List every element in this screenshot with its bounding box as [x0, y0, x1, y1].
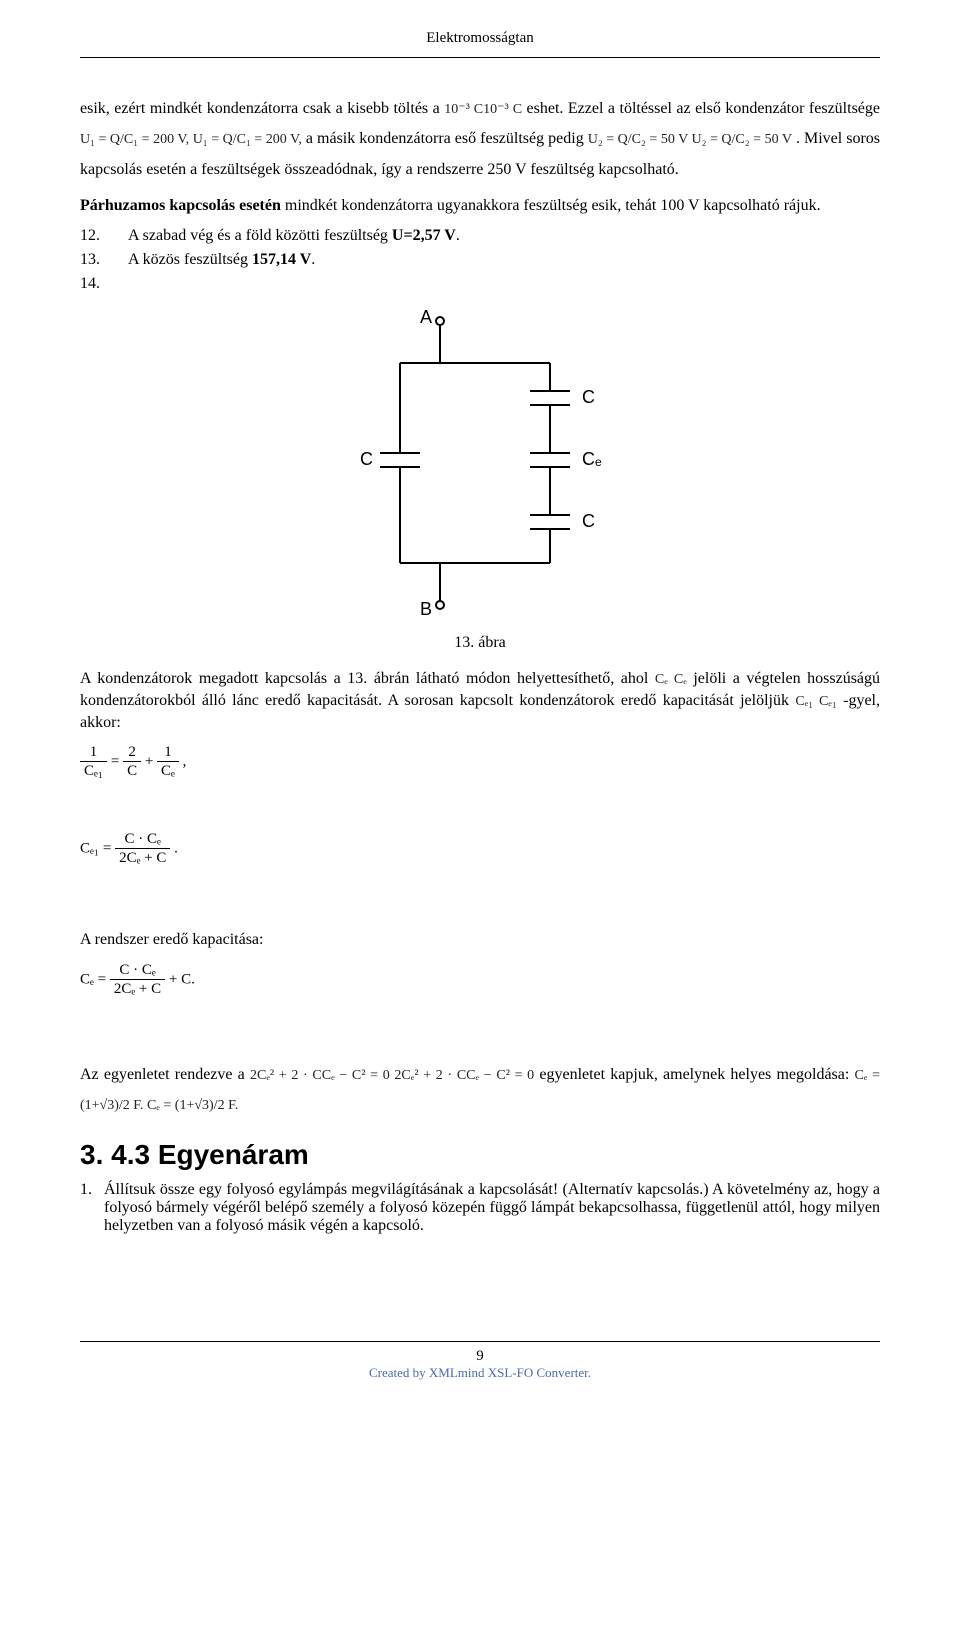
- para2-rest: mindkét kondenzátorra ugyanakkora feszül…: [281, 197, 821, 214]
- footer-rule: [80, 1341, 880, 1342]
- list-num-b1: 1.: [80, 1181, 104, 1235]
- label-Ctop: C: [582, 387, 595, 407]
- paragraph-3: A kondenzátorok megadott kapcsolás a 13.…: [80, 668, 880, 733]
- para5-formula1: 2Cₑ² + 2 · CCₑ − C² = 0 2Cₑ² + 2 · CCₑ −…: [250, 1068, 534, 1083]
- label-Cleft: C: [360, 449, 373, 469]
- list-body-14: [128, 275, 880, 293]
- item13-bold: 157,14 V: [252, 251, 311, 268]
- eq3-plus: + C.: [169, 971, 195, 987]
- para3-formula2: Cₑ₁ Cₑ₁: [795, 694, 836, 709]
- label-B: B: [420, 599, 432, 619]
- eq3-rhs-num: C · Cₑ: [110, 961, 165, 980]
- label-Cbot: C: [582, 511, 595, 531]
- item12-bold: U=2,57 V: [392, 227, 456, 244]
- eq3-lhs: Cₑ: [80, 971, 94, 987]
- eq1-t1-den: C: [123, 762, 141, 780]
- list-body-b1: Állítsuk össze egy folyosó egylámpás meg…: [104, 1181, 880, 1235]
- eq2-tail: .: [174, 841, 178, 857]
- figure-13: A B C C Cₑ C: [80, 303, 880, 628]
- eq2-rhs-den: 2Cₑ + C: [115, 849, 170, 867]
- list-body-13: A közös feszültség 157,14 V.: [128, 251, 880, 269]
- eq1-lhs-num: 1: [80, 743, 107, 762]
- paragraph-4: A rendszer eredő kapacitása:: [80, 929, 880, 951]
- para1-seg3: a másik kondenzátorra eső feszültség ped…: [306, 130, 588, 147]
- item12-text-a: A szabad vég és a föld közötti feszültsé…: [128, 227, 392, 244]
- header-rule: [80, 57, 880, 58]
- eq1-lhs-den: Cₑ₁: [80, 762, 107, 780]
- para5-seg2: egyenletet kapjuk, amelynek helyes megol…: [539, 1066, 854, 1083]
- item13-text-b: .: [311, 251, 315, 268]
- paragraph-1: esik, ezért mindkét kondenzátorra csak a…: [80, 94, 880, 185]
- para5-seg1: Az egyenletet rendezve a: [80, 1066, 250, 1083]
- eq2-rhs-num: C · Cₑ: [115, 830, 170, 849]
- item12-text-b: .: [456, 227, 460, 244]
- para3-seg1: A kondenzátorok megadott kapcsolás a 13.…: [80, 670, 655, 687]
- eq1-tail: ,: [183, 754, 187, 770]
- para2-lead: Párhuzamos kapcsolás esetén: [80, 197, 281, 214]
- eq1-t2-den: Cₑ: [157, 762, 179, 780]
- para1-formula2: U₁ = Q/C₁ = 200 V, U₁ = Q/C₁ = 200 V,: [80, 132, 302, 147]
- list-item-12: 12. A szabad vég és a föld közötti feszü…: [80, 227, 880, 245]
- equation-1: 1Cₑ₁ = 2C + 1Cₑ ,: [80, 743, 880, 780]
- footer-credit: Created by XMLmind XSL-FO Converter.: [80, 1365, 880, 1381]
- para1-formula3: U₂ = Q/C₂ = 50 V U₂ = Q/C₂ = 50 V: [588, 132, 792, 147]
- list-item-14: 14.: [80, 275, 880, 293]
- para1-formula1: 10⁻³ C10⁻³ C: [444, 102, 522, 117]
- list-body-12: A szabad vég és a föld közötti feszültsé…: [128, 227, 880, 245]
- para1-seg2: eshet. Ezzel a töltéssel az első kondenz…: [527, 100, 880, 117]
- page-header: Elektromosságtan: [80, 30, 880, 47]
- eq1-t1-num: 2: [123, 743, 141, 762]
- para1-seg1: esik, ezért mindkét kondenzátorra csak a…: [80, 100, 444, 117]
- label-Cmid: Cₑ: [582, 449, 602, 469]
- item13-text-a: A közös feszültség: [128, 251, 252, 268]
- paragraph-5: Az egyenletet rendezve a 2Cₑ² + 2 · CCₑ …: [80, 1060, 880, 1121]
- equation-2: Cₑ₁ = C · Cₑ2Cₑ + C .: [80, 830, 880, 867]
- section-heading-4-3: 3. 4.3 Egyenáram: [80, 1139, 880, 1171]
- paragraph-2: Párhuzamos kapcsolás esetén mindkét kond…: [80, 195, 880, 217]
- circuit-diagram: A B C C Cₑ C: [330, 303, 630, 623]
- eq1-t2-num: 1: [157, 743, 179, 762]
- equation-3: Cₑ = C · Cₑ2Cₑ + C + C.: [80, 961, 880, 998]
- label-A: A: [420, 307, 432, 327]
- eq3-rhs-den: 2Cₑ + C: [110, 980, 165, 998]
- list-num-12: 12.: [80, 227, 128, 245]
- list-item-b1: 1. Állítsuk össze egy folyosó egylámpás …: [80, 1181, 880, 1235]
- list-num-13: 13.: [80, 251, 128, 269]
- eq2-lhs: Cₑ₁: [80, 841, 99, 857]
- para3-formula1: Cₑ Cₑ: [655, 672, 687, 687]
- figure-13-caption: 13. ábra: [80, 634, 880, 652]
- page-number: 9: [80, 1348, 880, 1365]
- list-item-13: 13. A közös feszültség 157,14 V.: [80, 251, 880, 269]
- page: Elektromosságtan esik, ezért mindkét kon…: [0, 0, 960, 1625]
- list-num-14: 14.: [80, 275, 128, 293]
